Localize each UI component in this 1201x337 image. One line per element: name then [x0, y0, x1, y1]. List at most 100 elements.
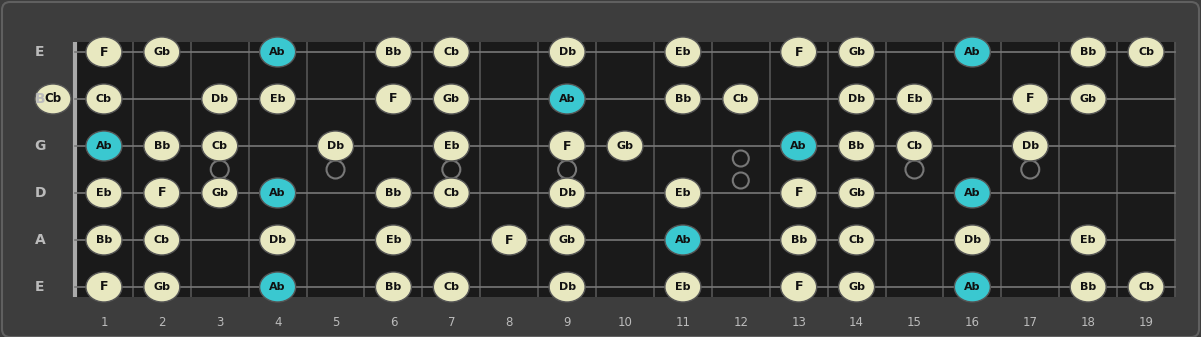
Text: 6: 6	[389, 315, 398, 329]
Text: 8: 8	[506, 315, 513, 329]
Text: Ab: Ab	[964, 282, 981, 292]
Text: 12: 12	[734, 315, 748, 329]
Ellipse shape	[317, 131, 353, 161]
Text: F: F	[794, 280, 803, 294]
Text: Db: Db	[1022, 141, 1039, 151]
Text: Eb: Eb	[386, 235, 401, 245]
Text: 14: 14	[849, 315, 864, 329]
Text: E: E	[35, 280, 44, 294]
Text: Db: Db	[327, 141, 345, 151]
Ellipse shape	[144, 178, 180, 208]
Text: Gb: Gb	[848, 188, 865, 198]
Ellipse shape	[955, 225, 991, 255]
Text: Ab: Ab	[964, 47, 981, 57]
Ellipse shape	[1070, 37, 1106, 67]
Text: F: F	[794, 186, 803, 200]
Text: Bb: Bb	[1080, 282, 1097, 292]
Text: Db: Db	[211, 94, 228, 104]
Text: 3: 3	[216, 315, 223, 329]
Text: Cb: Cb	[211, 141, 228, 151]
Text: Cb: Cb	[96, 94, 112, 104]
Ellipse shape	[1070, 272, 1106, 302]
Ellipse shape	[86, 131, 123, 161]
Text: 7: 7	[448, 315, 455, 329]
Ellipse shape	[491, 225, 527, 255]
Text: Bb: Bb	[154, 141, 171, 151]
Text: Bb: Bb	[386, 47, 401, 57]
Ellipse shape	[35, 84, 71, 114]
Ellipse shape	[86, 37, 123, 67]
Text: Eb: Eb	[675, 282, 691, 292]
Text: Bb: Bb	[675, 94, 691, 104]
Ellipse shape	[665, 178, 701, 208]
Text: Cb: Cb	[443, 188, 459, 198]
Text: Db: Db	[558, 47, 575, 57]
Ellipse shape	[376, 37, 412, 67]
Ellipse shape	[781, 272, 817, 302]
Text: Eb: Eb	[675, 47, 691, 57]
Text: Eb: Eb	[96, 188, 112, 198]
Ellipse shape	[665, 225, 701, 255]
Text: Db: Db	[558, 282, 575, 292]
Text: A: A	[35, 233, 46, 247]
Ellipse shape	[838, 178, 874, 208]
Ellipse shape	[202, 178, 238, 208]
Text: 4: 4	[274, 315, 281, 329]
Text: 1: 1	[100, 315, 108, 329]
Text: F: F	[794, 45, 803, 59]
Text: Bb: Bb	[848, 141, 865, 151]
Text: Bb: Bb	[96, 235, 112, 245]
Text: 9: 9	[563, 315, 570, 329]
Text: 19: 19	[1139, 315, 1153, 329]
Text: Gb: Gb	[443, 94, 460, 104]
Text: 16: 16	[964, 315, 980, 329]
Ellipse shape	[781, 37, 817, 67]
Ellipse shape	[549, 37, 585, 67]
Text: Bb: Bb	[386, 188, 401, 198]
Text: 15: 15	[907, 315, 922, 329]
Text: Ab: Ab	[790, 141, 807, 151]
Ellipse shape	[549, 225, 585, 255]
Ellipse shape	[86, 225, 123, 255]
Ellipse shape	[1070, 84, 1106, 114]
Text: Ab: Ab	[269, 47, 286, 57]
Bar	[74, 42, 1175, 297]
Text: Eb: Eb	[1081, 235, 1095, 245]
Text: F: F	[157, 186, 166, 200]
Text: Cb: Cb	[44, 92, 61, 105]
Text: Bb: Bb	[386, 282, 401, 292]
Ellipse shape	[376, 178, 412, 208]
Ellipse shape	[376, 84, 412, 114]
Ellipse shape	[665, 37, 701, 67]
Ellipse shape	[955, 272, 991, 302]
Text: Ab: Ab	[269, 188, 286, 198]
Ellipse shape	[1128, 37, 1164, 67]
Ellipse shape	[896, 131, 932, 161]
Ellipse shape	[259, 178, 295, 208]
Text: Eb: Eb	[675, 188, 691, 198]
Text: Gb: Gb	[848, 282, 865, 292]
Text: 17: 17	[1023, 315, 1038, 329]
Ellipse shape	[838, 131, 874, 161]
Ellipse shape	[259, 37, 295, 67]
Text: F: F	[1026, 92, 1034, 105]
Text: Ab: Ab	[269, 282, 286, 292]
Text: Db: Db	[964, 235, 981, 245]
Text: Cb: Cb	[907, 141, 922, 151]
Ellipse shape	[1012, 84, 1048, 114]
Text: Db: Db	[558, 188, 575, 198]
Text: 18: 18	[1081, 315, 1095, 329]
Text: Cb: Cb	[443, 47, 459, 57]
Ellipse shape	[781, 131, 817, 161]
Text: Db: Db	[848, 94, 865, 104]
Ellipse shape	[665, 84, 701, 114]
Ellipse shape	[259, 225, 295, 255]
Ellipse shape	[838, 225, 874, 255]
Text: Ab: Ab	[558, 94, 575, 104]
Ellipse shape	[144, 37, 180, 67]
Ellipse shape	[434, 37, 470, 67]
Ellipse shape	[259, 84, 295, 114]
Text: Bb: Bb	[790, 235, 807, 245]
Ellipse shape	[955, 178, 991, 208]
Ellipse shape	[434, 84, 470, 114]
